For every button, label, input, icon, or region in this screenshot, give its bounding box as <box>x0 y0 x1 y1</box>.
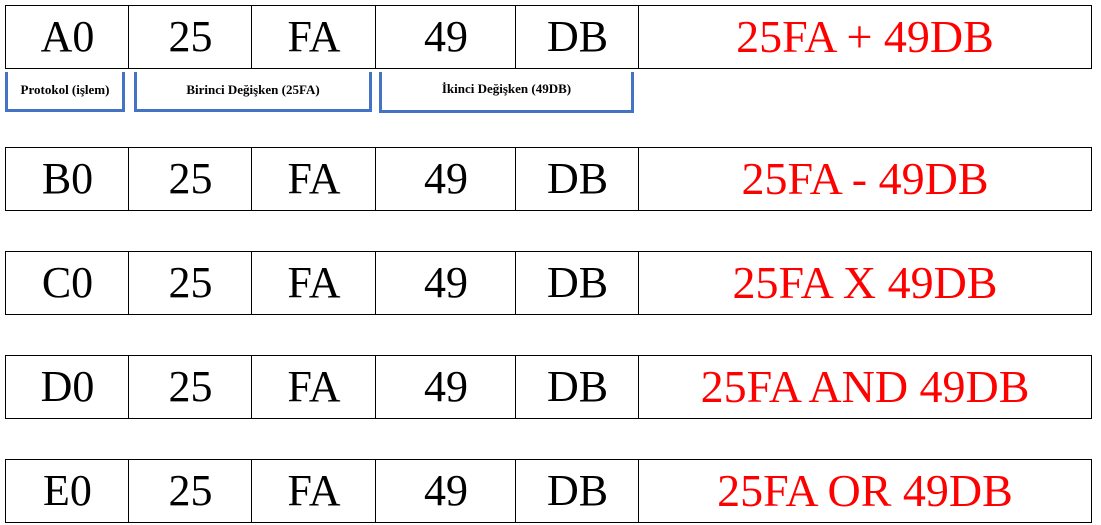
first-var-high-byte-cell: 25 <box>128 251 252 315</box>
protocol-cell: A0 <box>5 5 129 69</box>
packet-row-subtract: B0 25 FA 49 DB 25FA - 49DB <box>5 147 1092 211</box>
protocol-cell: B0 <box>5 147 129 211</box>
operation-cell: 25FA + 49DB <box>638 5 1092 69</box>
operation-cell: 25FA AND 49DB <box>638 355 1092 419</box>
second-var-low-byte-cell: DB <box>515 147 639 211</box>
second-var-low-byte-cell: DB <box>515 5 639 69</box>
first-var-low-byte-cell: FA <box>251 5 376 69</box>
first-var-high-byte-cell: 25 <box>128 459 252 523</box>
operation-text: 25FA - 49DB <box>741 153 989 204</box>
first-var-high-byte-cell: 25 <box>128 355 252 419</box>
second-var-low-byte-cell: DB <box>515 355 639 419</box>
first-var-low-byte-cell: FA <box>251 459 376 523</box>
second-var-low-byte-cell: DB <box>515 251 639 315</box>
second-var-high-byte-cell: 49 <box>375 147 516 211</box>
protocol-cell: D0 <box>5 355 129 419</box>
operation-cell: 25FA X 49DB <box>638 251 1092 315</box>
second-var-bracket: İkinci Değişken (49DB) <box>379 72 634 113</box>
packet-row-and: D0 25 FA 49 DB 25FA AND 49DB <box>5 355 1092 419</box>
protocol-cell: C0 <box>5 251 129 315</box>
second-var-high-byte-cell: 49 <box>375 5 516 69</box>
operation-cell: 25FA OR 49DB <box>638 459 1092 523</box>
packet-row-add: A0 25 FA 49 DB 25FA + 49DB <box>5 5 1092 69</box>
second-var-high-byte-cell: 49 <box>375 355 516 419</box>
first-var-low-byte-cell: FA <box>251 251 376 315</box>
operation-text: 25FA X 49DB <box>732 257 998 308</box>
second-var-low-byte-cell: DB <box>515 459 639 523</box>
protocol-bracket: Protokol (işlem) <box>5 72 125 112</box>
operation-text: 25FA AND 49DB <box>700 361 1030 412</box>
first-var-high-byte-cell: 25 <box>128 147 252 211</box>
second-var-high-byte-cell: 49 <box>375 459 516 523</box>
operation-text: 25FA OR 49DB <box>717 465 1013 516</box>
packet-row-multiply: C0 25 FA 49 DB 25FA X 49DB <box>5 251 1092 315</box>
first-var-low-byte-cell: FA <box>251 147 376 211</box>
second-var-high-byte-cell: 49 <box>375 251 516 315</box>
first-var-low-byte-cell: FA <box>251 355 376 419</box>
packet-row-or: E0 25 FA 49 DB 25FA OR 49DB <box>5 459 1092 523</box>
operation-cell: 25FA - 49DB <box>638 147 1092 211</box>
first-var-high-byte-cell: 25 <box>128 5 252 69</box>
protocol-cell: E0 <box>5 459 129 523</box>
operation-text: 25FA + 49DB <box>736 11 994 62</box>
first-var-bracket: Birinci Değişken (25FA) <box>134 72 372 112</box>
